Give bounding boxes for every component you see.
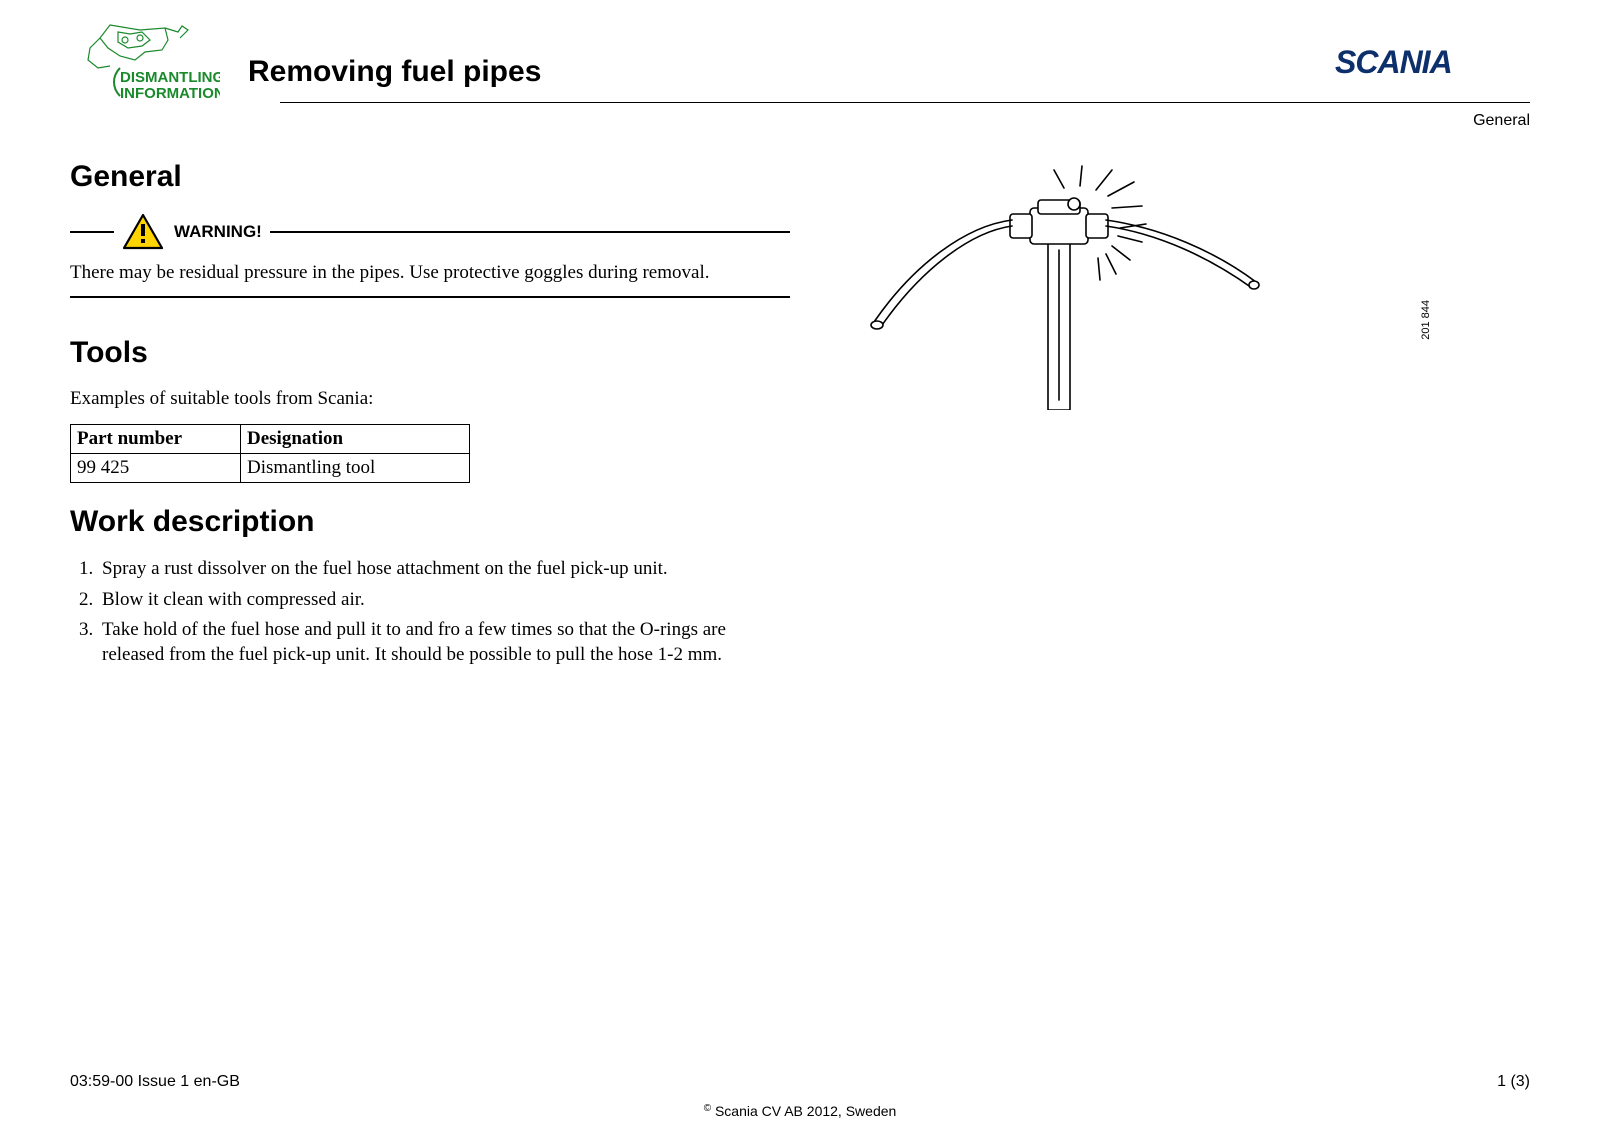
- copyright: © Scania CV AB 2012, Sweden: [0, 1103, 1600, 1119]
- list-item: Blow it clean with compressed air.: [98, 588, 790, 613]
- warning-box: WARNING! There may be residual pressure …: [70, 212, 790, 298]
- logo-text-1: DISMANTLING: [120, 69, 220, 86]
- fuel-pipe-illustration: [850, 160, 1270, 410]
- svg-text:SCANIA: SCANIA: [1335, 45, 1452, 79]
- warning-rule-right: [270, 231, 790, 233]
- header-section-label: General: [1473, 112, 1530, 130]
- left-column: General WARNING! There may be residual p…: [70, 160, 790, 674]
- page-title: Removing fuel pipes: [248, 55, 541, 89]
- figure-number: 201 844: [1420, 300, 1432, 340]
- dismantling-info-logo: DISMANTLING INFORMATION: [70, 20, 220, 105]
- work-steps-list: Spray a rust dissolver on the fuel hose …: [98, 557, 790, 668]
- footer-doc-id: 03:59-00 Issue 1 en-GB: [70, 1073, 240, 1091]
- warning-header: WARNING!: [70, 212, 790, 252]
- page-footer: 03:59-00 Issue 1 en-GB 1 (3): [70, 1073, 1530, 1091]
- heading-work-description: Work description: [70, 505, 790, 539]
- heading-tools: Tools: [70, 336, 790, 370]
- cell-part-number: 99 425: [71, 454, 241, 483]
- tools-intro: Examples of suitable tools from Scania:: [70, 388, 790, 410]
- warning-text: There may be residual pressure in the pi…: [70, 262, 790, 298]
- warning-triangle-icon: [122, 213, 164, 251]
- table-header-row: Part number Designation: [71, 425, 470, 454]
- content-area: General WARNING! There may be residual p…: [70, 160, 1530, 674]
- logo-text-2: INFORMATION: [120, 85, 220, 102]
- right-column: 201 844: [850, 160, 1530, 674]
- warning-rule-left: [70, 231, 114, 233]
- tools-table: Part number Designation 99 425 Dismantli…: [70, 424, 470, 483]
- header-rule: [280, 102, 1530, 103]
- col-designation: Designation: [241, 425, 470, 454]
- list-item: Spray a rust dissolver on the fuel hose …: [98, 557, 790, 582]
- cell-designation: Dismantling tool: [241, 454, 470, 483]
- warning-label: WARNING!: [174, 222, 262, 242]
- col-part-number: Part number: [71, 425, 241, 454]
- list-item: Take hold of the fuel hose and pull it t…: [98, 618, 790, 667]
- heading-general: General: [70, 160, 790, 194]
- table-row: 99 425 Dismantling tool: [71, 454, 470, 483]
- page-header: DISMANTLING INFORMATION Removing fuel pi…: [70, 20, 1530, 110]
- footer-page-number: 1 (3): [1497, 1073, 1530, 1091]
- scania-brand-logo: SCANIA: [1335, 45, 1530, 84]
